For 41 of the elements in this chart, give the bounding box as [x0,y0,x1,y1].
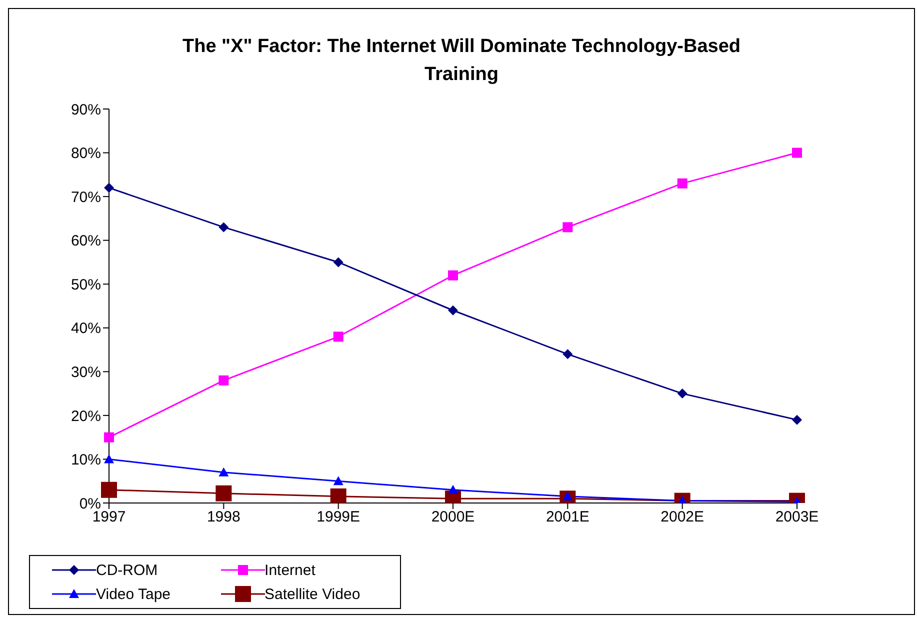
y-tick-label: 70% [70,188,101,206]
point [333,476,344,486]
y-tick-label: 30% [70,364,101,381]
legend-label: Satellite Video [264,586,360,602]
point [104,432,114,442]
point [792,148,802,158]
point [333,332,344,342]
legend-label: CD-ROM [96,562,158,578]
x-tick-label: 1998 [206,508,240,526]
point [218,375,229,386]
point [562,349,573,360]
legend-label: Video Tape [96,586,171,602]
y-tick-label: 60% [70,232,101,250]
y-tick-label: 90% [70,101,101,118]
y-tick-label: 20% [70,408,101,425]
point [104,454,114,464]
chart-title: The "X" Factor: The Internet Will Dominate Technology-Based Training [182,35,742,87]
x-tick-label: 2001E [546,508,590,526]
y-tick-label: 50% [70,276,101,294]
point [677,178,688,188]
y-tick-label: 80% [70,145,101,162]
point [448,305,458,316]
x-tick-label: 2000E [431,508,475,526]
point [448,270,458,280]
x-tick-label: 1999E [316,508,360,526]
point [333,257,344,268]
x-tick-label: 2002E [660,508,704,526]
point [101,482,117,498]
x-tick-label: 2003E [775,508,819,526]
point [216,485,232,502]
point [218,222,229,232]
y-tick-label: 40% [70,320,101,338]
legend-label: Internet [264,562,316,578]
y-tick-label: 10% [70,452,101,469]
point [448,484,458,494]
point [104,182,114,193]
point [330,488,346,503]
point [677,388,688,399]
point [792,414,802,425]
point [562,222,573,232]
point [218,467,229,476]
